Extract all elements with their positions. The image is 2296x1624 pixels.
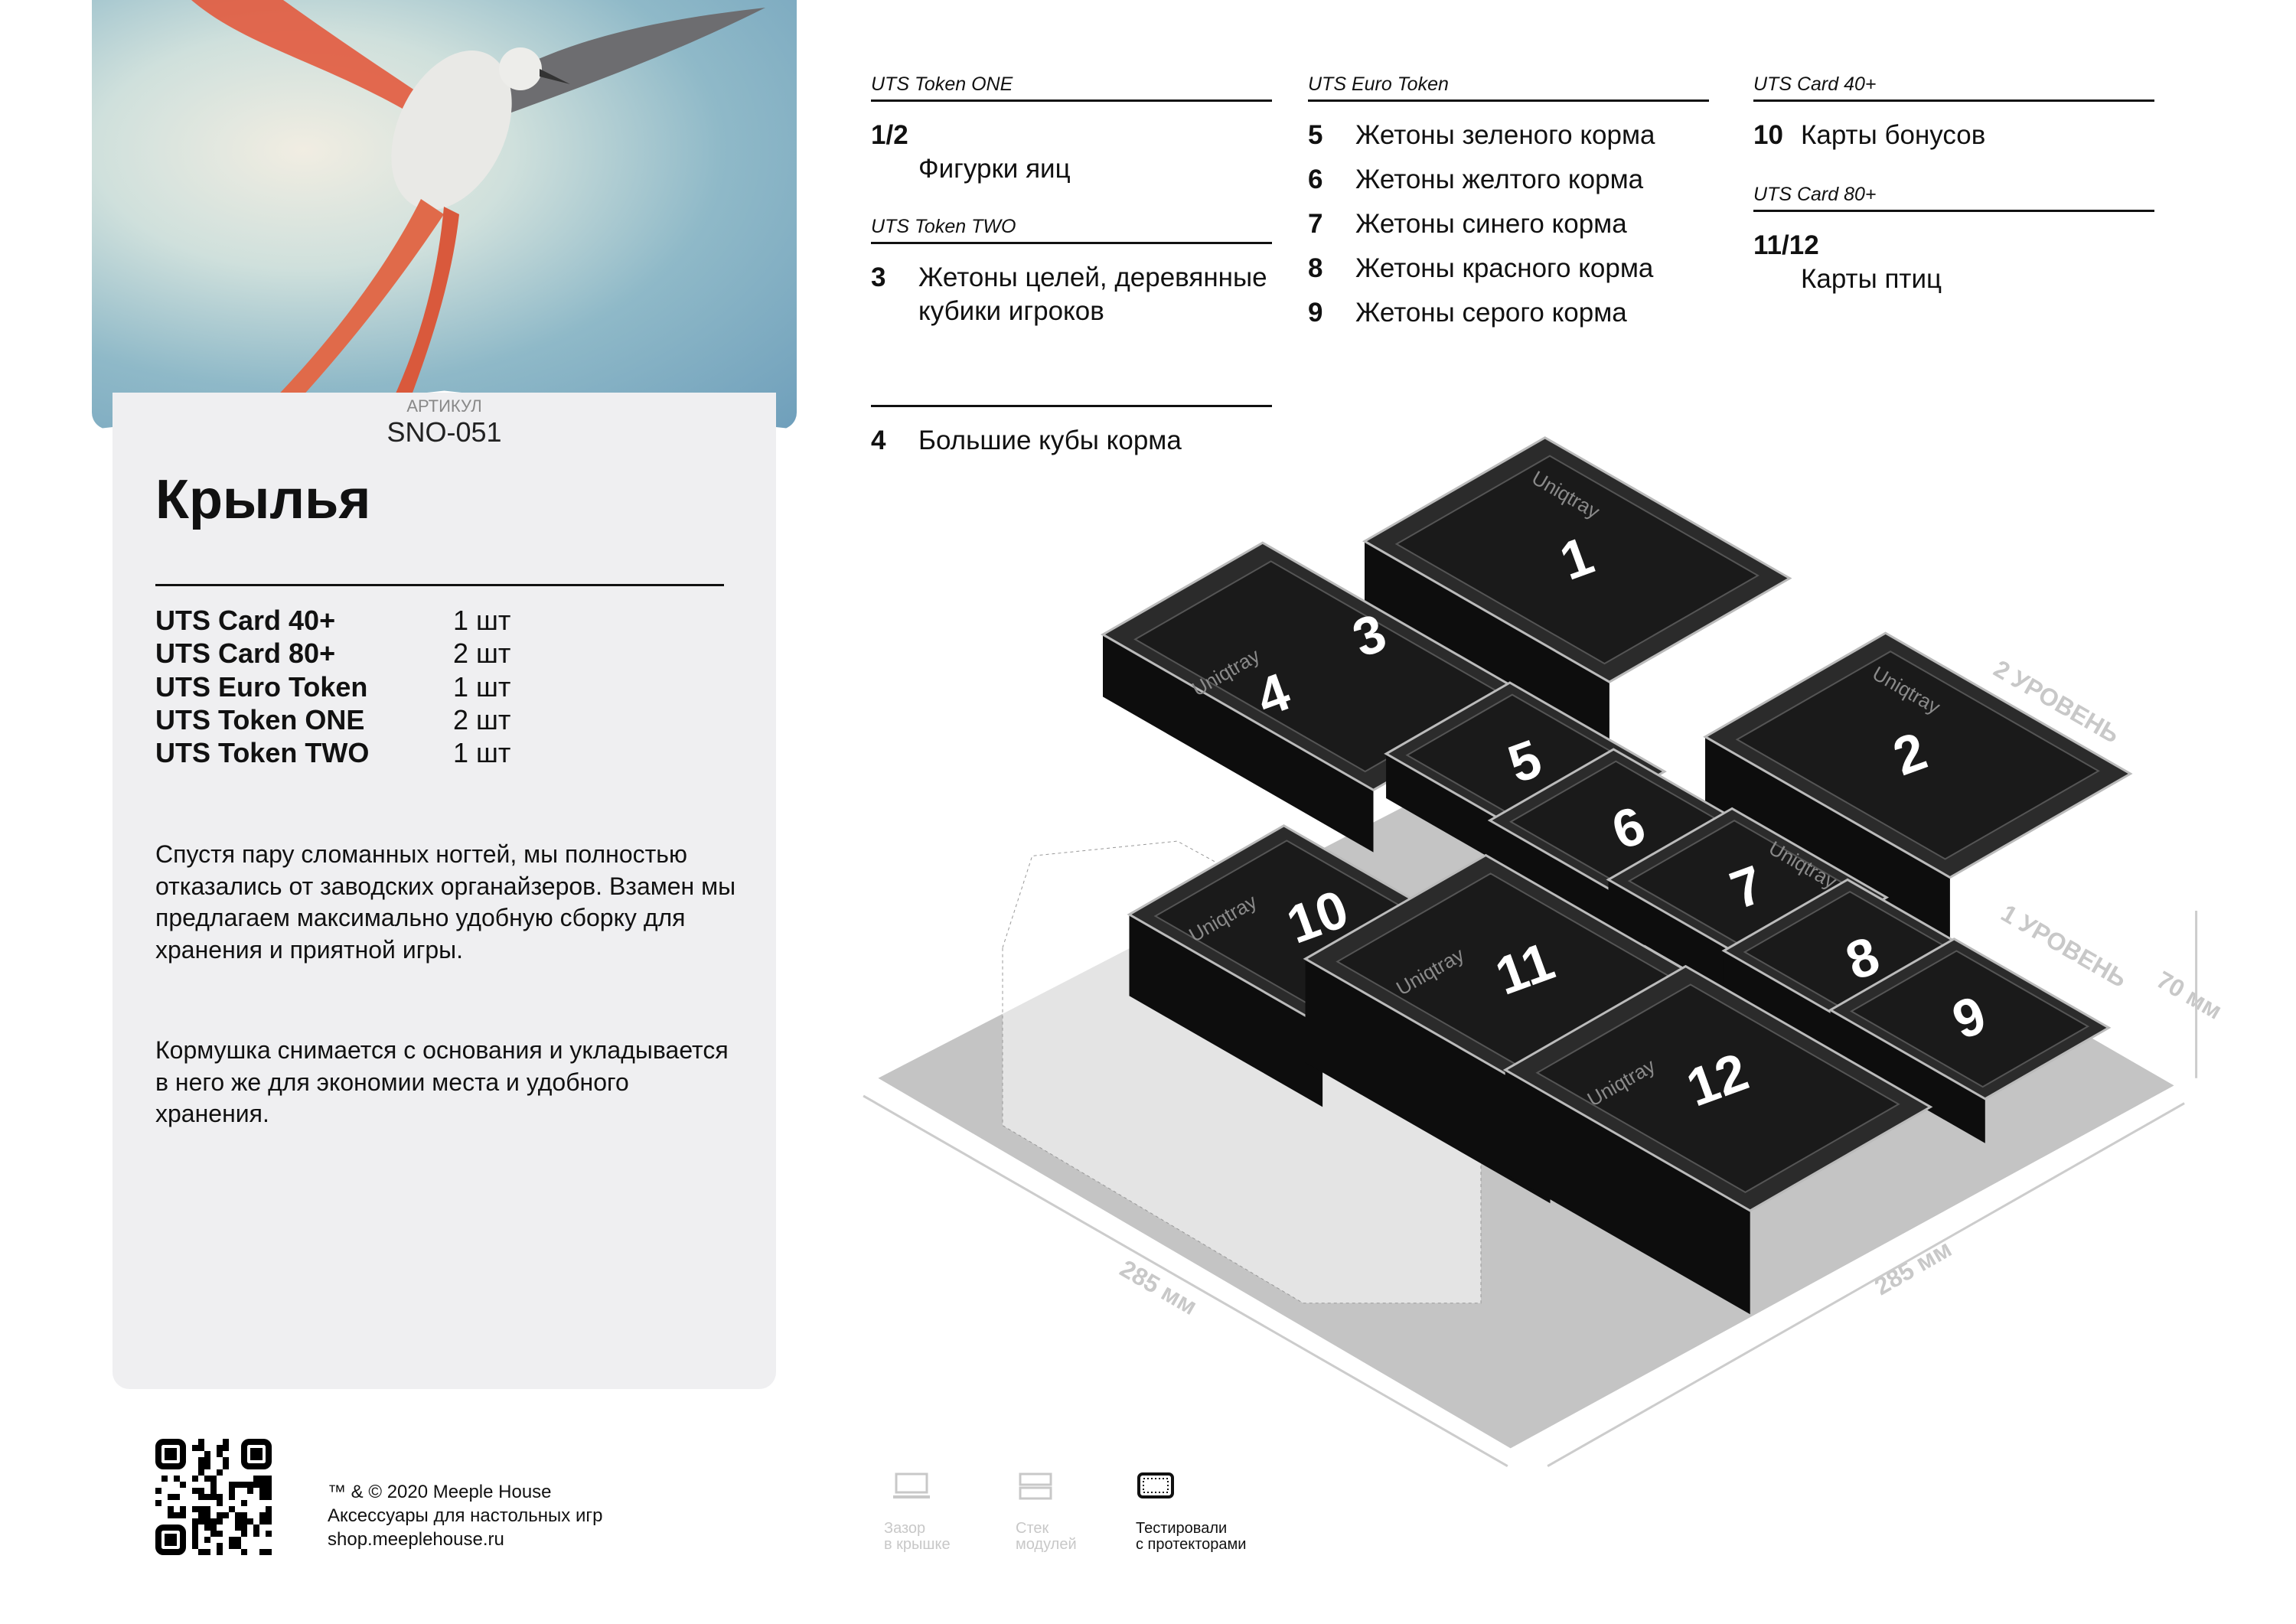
organizer-box (1828, 938, 2112, 1143)
item-number: 3 (871, 263, 886, 292)
contents-item: 8 Жетоны красного корма (1308, 252, 1709, 285)
group-divider (871, 405, 1272, 407)
spec-name: UTS Card 80+ (155, 638, 336, 670)
group-header: UTS Card 80+ (1753, 184, 1877, 205)
product-title: Крылья (155, 469, 371, 530)
spec-name: UTS Token ONE (155, 703, 365, 735)
dimension-label: 285 мм (1115, 1254, 1202, 1320)
lid-gap-icon (893, 1472, 930, 1498)
item-label: Жетоны желтого корма (1355, 165, 1644, 194)
hero-bird-illustration (92, 0, 797, 429)
spec-qty: 1 шт (453, 670, 511, 703)
item-number: 5 (1308, 120, 1323, 150)
feature-label: модулей (1016, 1536, 1077, 1553)
organizer-box (1362, 436, 1792, 749)
footer-info: ™ & © 2020 Meeple House Аксессуары для н… (328, 1480, 602, 1551)
contents-item: 11/12 Карты птиц (1753, 229, 2154, 296)
item-number: 7 (1308, 209, 1323, 239)
spec-qty: 2 шт (453, 638, 511, 670)
description-paragraph: Кормушка снимается с основания и укладыв… (155, 1036, 729, 1127)
contents-item: 10 Карты бонусов (1753, 119, 2154, 152)
feature-label: Тестировали (1136, 1520, 1228, 1537)
product-info-panel (113, 393, 776, 1389)
group-header: UTS Card 40+ (1753, 73, 1877, 95)
shop-link[interactable]: shop.meeplehouse.ru (328, 1529, 504, 1550)
item-label: Фигурки яиц (918, 154, 1071, 184)
item-label: Большие кубы корма (918, 426, 1182, 455)
spec-qty: 2 шт (453, 703, 511, 735)
dimension-line (863, 1094, 1508, 1468)
feature-label: в крышке (884, 1536, 951, 1553)
article-label: АРТИКУЛ (406, 396, 482, 416)
group-header: UTS Token TWO (871, 216, 1016, 237)
contents-group: UTS Card 40+ 10 Карты бонусов (1753, 73, 2154, 163)
dimension-line (1547, 1102, 2185, 1468)
contents-item: 3 Жетоны целей, деревянные кубики игроков (871, 261, 1272, 328)
group-divider (1753, 99, 2154, 102)
organizer-box (1303, 853, 1733, 1204)
feature-item: Тестировали с протекторами (1136, 1471, 1246, 1553)
feature-item: Стек модулей (1016, 1471, 1077, 1553)
item-number: 1/2 (871, 120, 908, 150)
item-label: Жетоны серого корма (1355, 298, 1627, 328)
item-label: Жетоны синего корма (1355, 209, 1627, 239)
feature-label: Стек (1016, 1520, 1049, 1537)
contents-item: 4 Большие кубы корма (871, 424, 1272, 458)
organizer-box (1502, 964, 1933, 1315)
contents-item: 6 Жетоны желтого корма (1308, 163, 1709, 197)
item-number: 10 (1753, 120, 1783, 150)
item-number: 6 (1308, 165, 1323, 194)
spec-qty: 1 шт (453, 737, 511, 769)
item-label: Жетоны целей, деревянные кубики игроков (918, 263, 1267, 326)
organizer-box (1100, 541, 1536, 853)
organizer-box (1703, 631, 2133, 944)
spec-name: UTS Card 40+ (155, 605, 336, 636)
title-divider (155, 584, 724, 586)
contents-group: UTS Token ONE 1/2 Фигурки яиц (871, 73, 1272, 197)
spec-qty: 1 шт (453, 605, 511, 636)
contents-item: 5 Жетоны зеленого корма (1308, 119, 1709, 152)
contents-item: 1/2 Фигурки яиц (871, 119, 1272, 186)
description-paragraph: Спустя пару сломанных ногтей, мы полност… (155, 840, 736, 964)
group-header: UTS Euro Token (1308, 73, 1449, 95)
feature-label: с протекторами (1136, 1536, 1247, 1553)
group-divider (871, 99, 1272, 102)
dimension-label: 70 мм (2152, 966, 2227, 1025)
feature-label: Зазор (884, 1520, 926, 1537)
contents-group: UTS Euro Token 5 Жетоны зеленого корма 6 Жет… (1308, 73, 1709, 341)
group-divider (1308, 99, 1709, 102)
contents-item: 7 Жетоны синего корма (1308, 207, 1709, 241)
group-divider (871, 242, 1272, 244)
copyright: ™ & © 2020 Meeple House (328, 1482, 552, 1502)
feature-item: Зазор в крышке (884, 1471, 951, 1553)
contents-group: UTS Card 80+ 11/12 Карты птиц (1753, 184, 2154, 307)
article-number: SNO-051 (386, 416, 502, 448)
qr-code[interactable] (155, 1439, 272, 1555)
qr-code-icon (155, 1439, 272, 1555)
bird-icon (191, 0, 765, 421)
spec-name: UTS Euro Token (155, 670, 368, 703)
item-label: Жетоны зеленого корма (1355, 120, 1655, 150)
group-divider (1753, 210, 2154, 212)
tagline: Аксессуары для настольных игр (328, 1505, 603, 1526)
module-stack-icon (1019, 1472, 1052, 1500)
group-header: UTS Token ONE (871, 73, 1013, 95)
item-number: 9 (1308, 298, 1323, 328)
item-number: 8 (1308, 253, 1323, 283)
contents-group: UTS Token TWO 3 Жетоны целей, деревянные к… (871, 216, 1272, 339)
contents-item: 9 Жетоны серого корма (1308, 296, 1709, 330)
item-label: Карты бонусов (1801, 120, 1986, 150)
item-label: Карты птиц (1801, 264, 1942, 294)
spec-name: UTS Token TWO (155, 737, 370, 769)
item-label: Жетоны красного корма (1355, 253, 1654, 283)
item-number: 4 (871, 426, 886, 455)
sleeve-tested-icon (1137, 1472, 1174, 1498)
contents-group: 4 Большие кубы корма (871, 379, 1272, 468)
